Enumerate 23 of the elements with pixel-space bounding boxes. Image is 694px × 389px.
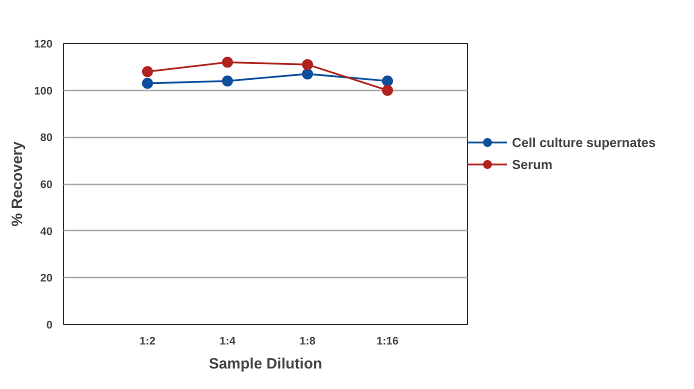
y-tick-label: 80 (40, 132, 53, 144)
y-tick-label: 0 (46, 320, 53, 332)
point (222, 75, 233, 86)
x-axis-title: Sample Dilution (208, 356, 322, 372)
legend-label: Serum (512, 156, 552, 172)
point (302, 68, 313, 80)
y-tick-label: 100 (34, 85, 53, 98)
point (142, 66, 153, 78)
x-tick-label: 1:8 (300, 336, 316, 348)
y-tick-label: 60 (40, 179, 53, 191)
legend-label: Cell culture supernates (512, 134, 656, 150)
y-tick-label: 120 (34, 38, 53, 50)
point (382, 75, 393, 86)
y-axis-title: % Recovery (9, 140, 26, 227)
point (382, 84, 393, 96)
point (222, 56, 233, 68)
y-tick-label: 40 (40, 226, 53, 238)
x-tick-label: 1:16 (376, 336, 399, 348)
y-tick-label: 20 (40, 272, 53, 285)
x-tick-label: 1:2 (140, 336, 156, 348)
x-tick-label: 1:4 (220, 336, 236, 348)
point (302, 59, 313, 70)
point (142, 78, 153, 89)
